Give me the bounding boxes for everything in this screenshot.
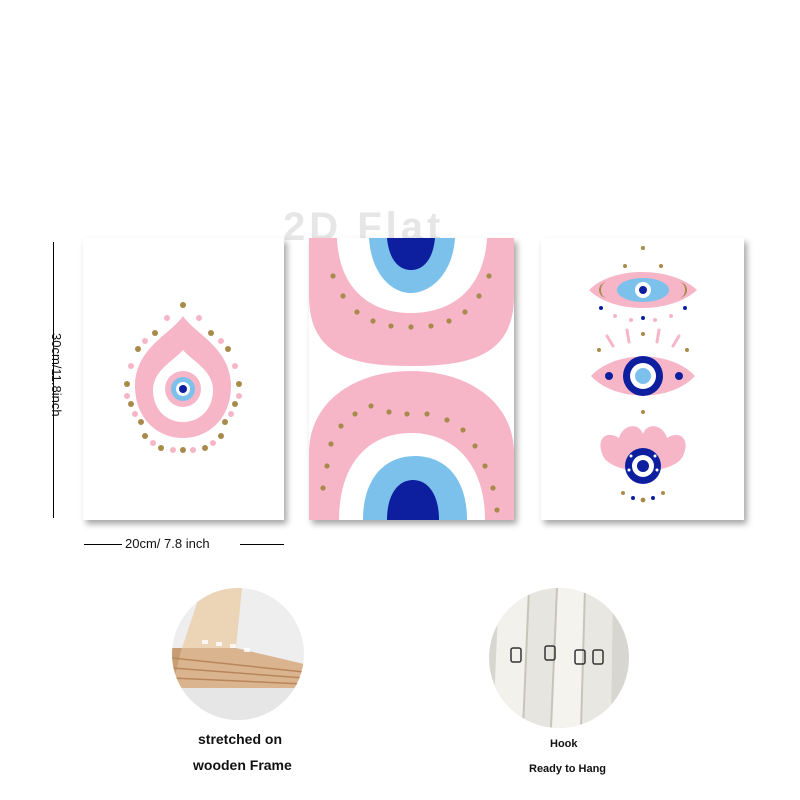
wooden-frame-illustration [172, 588, 304, 720]
half-circle-evil-eyes-artwork [309, 238, 514, 520]
height-dimension-label: 30cm/11.8inch [44, 333, 64, 417]
canvas-panel-left [83, 238, 284, 520]
frame-caption-line2: wooden Frame [193, 757, 292, 773]
hook-photo [489, 588, 629, 728]
hook-illustration [489, 588, 629, 728]
width-dimension-line-left [84, 544, 122, 545]
teardrop-evil-eye-artwork [124, 302, 242, 453]
width-dimension-label: 20cm/ 7.8 inch [125, 536, 210, 551]
canvas-panel-right [541, 238, 744, 520]
hook-caption-line1: Hook [550, 738, 578, 750]
height-dimension-line [53, 242, 54, 518]
frame-caption-line1: stretched on [198, 731, 283, 747]
hook-caption-line2: Ready to Hang [529, 763, 607, 775]
stacked-evil-eyes-artwork [589, 246, 697, 503]
height-label-text: 30cm/11.8inch [49, 333, 64, 417]
wooden-frame-photo [172, 588, 304, 720]
width-dimension-line-right [240, 544, 284, 545]
canvas-panel-middle [309, 238, 514, 520]
